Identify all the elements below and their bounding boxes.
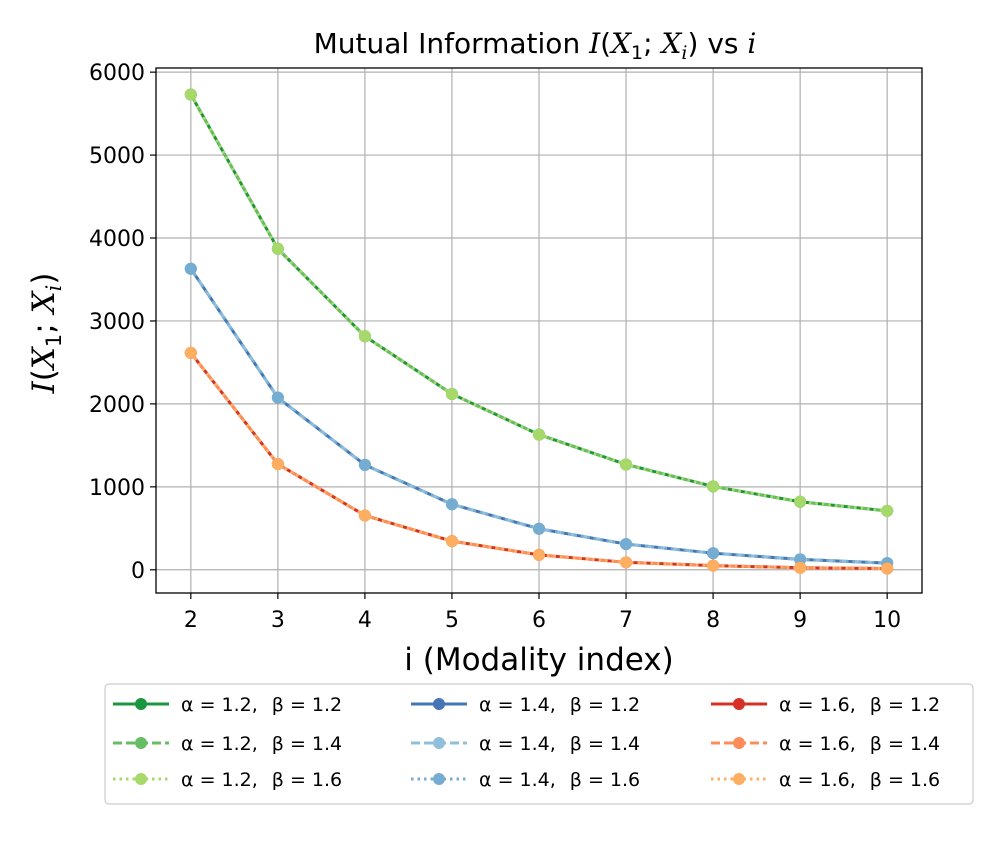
legend-alpha: α = 1.2, bbox=[181, 769, 258, 791]
legend-marker bbox=[433, 698, 445, 710]
data-point bbox=[620, 458, 633, 471]
series-group bbox=[184, 88, 894, 517]
legend-beta: β = 1.6 bbox=[272, 769, 342, 791]
x-tick-label: 10 bbox=[873, 608, 901, 633]
y-tick-label: 5000 bbox=[89, 144, 145, 169]
data-point bbox=[707, 480, 720, 493]
series-group bbox=[184, 346, 894, 575]
legend-item: α = 1.6, β = 1.4 bbox=[711, 733, 940, 755]
legend: α = 1.2, β = 1.2 α = 1.2, β = 1.4 α = 1.2, β … bbox=[104, 683, 974, 805]
x-tick-label: 3 bbox=[271, 608, 285, 633]
legend-label: α = 1.6, β = 1.6 bbox=[779, 769, 940, 791]
chart-title: Mutual Information I(X1; Xi) vs i bbox=[314, 27, 757, 64]
legend-beta: β = 1.4 bbox=[870, 733, 940, 755]
legend-marker bbox=[135, 737, 147, 749]
legend-label: α = 1.6, β = 1.2 bbox=[779, 694, 940, 716]
legend-marker bbox=[433, 773, 445, 785]
legend-beta: β = 1.4 bbox=[272, 733, 342, 755]
data-point bbox=[445, 535, 458, 548]
x-axis-ticks: 2 3 4 5 6 7 8 9 10 bbox=[184, 593, 901, 633]
data-point bbox=[533, 428, 545, 441]
x-tick-label: 4 bbox=[358, 608, 372, 633]
legend-beta: β = 1.2 bbox=[870, 694, 940, 716]
data-point bbox=[271, 458, 284, 471]
legend-item: α = 1.2, β = 1.4 bbox=[113, 733, 342, 755]
legend-label: α = 1.4, β = 1.4 bbox=[479, 733, 640, 755]
data-point bbox=[707, 559, 720, 572]
legend-label: α = 1.2, β = 1.2 bbox=[181, 694, 342, 716]
data-point bbox=[271, 242, 284, 255]
x-tick-label: 5 bbox=[445, 608, 459, 633]
series-layer bbox=[184, 88, 894, 575]
legend-alpha: α = 1.4, bbox=[479, 769, 556, 791]
grid bbox=[156, 68, 922, 593]
legend-item: α = 1.2, β = 1.2 bbox=[113, 694, 342, 716]
y-axis-ticks: 0 1000 2000 3000 4000 5000 6000 bbox=[89, 61, 156, 584]
legend-alpha: α = 1.6, bbox=[779, 769, 856, 791]
legend-marker bbox=[433, 737, 445, 749]
legend-beta: β = 1.2 bbox=[272, 694, 342, 716]
legend-marker bbox=[733, 737, 745, 749]
legend-alpha: α = 1.2, bbox=[181, 694, 258, 716]
x-tick-label: 6 bbox=[532, 608, 546, 633]
data-point bbox=[184, 262, 197, 275]
legend-item: α = 1.6, β = 1.2 bbox=[711, 694, 940, 716]
data-point bbox=[620, 556, 633, 569]
legend-marker bbox=[135, 773, 147, 785]
legend-item: α = 1.2, β = 1.6 bbox=[113, 769, 342, 791]
legend-label: α = 1.2, β = 1.4 bbox=[181, 733, 342, 755]
x-tick-label: 2 bbox=[184, 608, 198, 633]
data-point bbox=[445, 498, 458, 511]
y-tick-label: 6000 bbox=[89, 61, 145, 86]
legend-alpha: α = 1.6, bbox=[779, 733, 856, 755]
y-tick-label: 0 bbox=[131, 559, 145, 584]
y-axis-label: I(X1; Xi) bbox=[26, 272, 66, 394]
data-point bbox=[358, 509, 371, 522]
data-point bbox=[707, 547, 720, 560]
data-point bbox=[271, 391, 284, 404]
y-tick-label: 4000 bbox=[89, 227, 145, 252]
data-point bbox=[794, 561, 807, 574]
data-point bbox=[620, 538, 633, 551]
data-point bbox=[184, 88, 197, 101]
data-point bbox=[445, 387, 458, 400]
data-point bbox=[533, 522, 545, 535]
legend-item: α = 1.4, β = 1.4 bbox=[411, 733, 640, 755]
legend-marker bbox=[135, 698, 147, 710]
y-tick-label: 2000 bbox=[89, 393, 145, 418]
data-point bbox=[881, 562, 894, 575]
x-axis-label: i (Modality index) bbox=[404, 642, 673, 678]
legend-label: α = 1.2, β = 1.6 bbox=[181, 769, 342, 791]
data-point bbox=[794, 495, 807, 508]
legend-label: α = 1.4, β = 1.2 bbox=[479, 694, 640, 716]
legend-marker bbox=[733, 698, 745, 710]
data-point bbox=[533, 548, 545, 561]
x-tick-label: 8 bbox=[706, 608, 720, 633]
x-tick-label: 7 bbox=[619, 608, 633, 633]
legend-beta: β = 1.4 bbox=[570, 733, 640, 755]
data-point bbox=[358, 330, 371, 343]
x-tick-label: 9 bbox=[793, 608, 807, 633]
legend-item: α = 1.4, β = 1.6 bbox=[411, 769, 640, 791]
data-point bbox=[358, 458, 371, 471]
legend-beta: β = 1.6 bbox=[870, 769, 940, 791]
data-point bbox=[881, 504, 894, 517]
data-point bbox=[794, 553, 807, 566]
legend-alpha: α = 1.2, bbox=[181, 733, 258, 755]
legend-beta: β = 1.6 bbox=[570, 769, 640, 791]
legend-marker bbox=[733, 773, 745, 785]
y-tick-label: 1000 bbox=[89, 476, 145, 501]
legend-alpha: α = 1.6, bbox=[779, 694, 856, 716]
legend-item: α = 1.4, β = 1.2 bbox=[411, 694, 640, 716]
legend-beta: β = 1.2 bbox=[570, 694, 640, 716]
legend-alpha: α = 1.4, bbox=[479, 733, 556, 755]
legend-box bbox=[104, 683, 974, 805]
legend-item: α = 1.6, β = 1.6 bbox=[711, 769, 940, 791]
y-tick-label: 3000 bbox=[89, 310, 145, 335]
legend-label: α = 1.4, β = 1.6 bbox=[479, 769, 640, 791]
legend-alpha: α = 1.4, bbox=[479, 694, 556, 716]
data-point bbox=[184, 346, 197, 359]
legend-label: α = 1.6, β = 1.4 bbox=[779, 733, 940, 755]
